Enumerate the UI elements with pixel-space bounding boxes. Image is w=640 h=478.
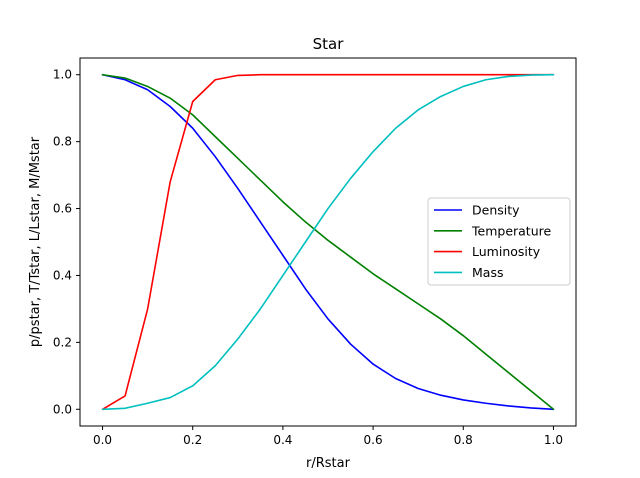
x-tick-label: 0.8 (454, 433, 473, 447)
x-axis-label: r/Rstar (306, 456, 351, 471)
legend-label-mass: Mass (472, 265, 503, 280)
legend-label-luminosity: Luminosity (472, 244, 541, 259)
plot-frame (79, 57, 577, 427)
series-line-luminosity (101, 73, 555, 411)
legend: Density Temperature Luminosity Mass (427, 197, 571, 286)
x-tick-label: 1.0 (544, 433, 563, 447)
x-tick-label: 0.0 (93, 433, 112, 447)
series-line-temperature (101, 73, 555, 411)
legend-box (427, 197, 571, 286)
legend-label-temperature: Temperature (471, 223, 551, 238)
series-line-mass (101, 73, 555, 411)
legend-label-density: Density (472, 203, 520, 218)
y-tick-label: 0.8 (53, 135, 72, 149)
y-tick-label: 1.0 (53, 68, 72, 82)
x-tick-label: 0.2 (183, 433, 202, 447)
y-axis-label: p/pstar, T/Tstar, L/Lstar, M/Mstar (28, 136, 43, 347)
y-tick-label: 0.4 (53, 268, 72, 282)
y-tick-label: 0.2 (53, 335, 72, 349)
x-tick-label: 0.6 (364, 433, 383, 447)
chart-title: Star (313, 35, 345, 53)
x-tick-label: 0.4 (273, 433, 292, 447)
y-tick-label: 0.0 (53, 402, 72, 416)
y-tick-label: 0.6 (53, 202, 72, 216)
plot-area: 0.0 0.2 0.4 0.6 0.8 1.0 0.0 0.2 0.4 0.6 0.8 1.0 (53, 57, 577, 447)
series-line-density (101, 73, 555, 411)
